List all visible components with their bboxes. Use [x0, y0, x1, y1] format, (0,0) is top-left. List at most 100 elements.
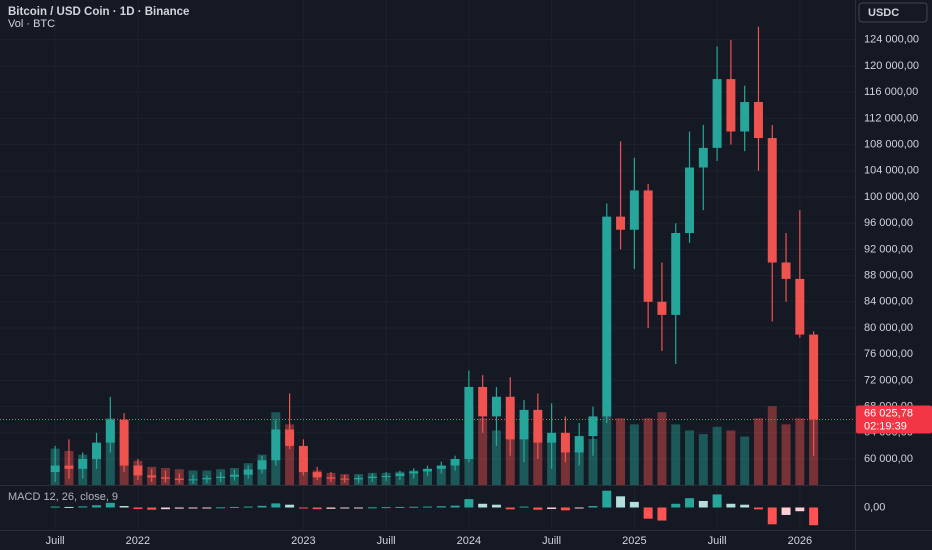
- candle-body: [657, 301, 667, 315]
- candle-body: [643, 190, 653, 302]
- y-tick-label: 60 000,00: [864, 453, 913, 465]
- y-tick-label: 72 000,00: [864, 374, 913, 386]
- candle-body: [105, 419, 115, 443]
- macd-bar: [602, 490, 612, 508]
- candle-body: [616, 216, 626, 230]
- candle-body: [436, 465, 446, 469]
- volume-bar: [423, 469, 432, 485]
- candle-body: [753, 102, 763, 139]
- candle-body: [740, 102, 750, 132]
- macd-bar: [712, 494, 722, 508]
- volume-bar: [629, 424, 639, 485]
- macd-bar: [685, 498, 694, 508]
- volume-bar: [753, 418, 763, 485]
- candle-body: [450, 458, 460, 466]
- candle-body: [491, 396, 501, 417]
- candle-body: [505, 396, 515, 440]
- macd-bar: [381, 507, 391, 509]
- candle-layer: [0, 26, 855, 484]
- y-tick-label: 112 000,00: [864, 112, 918, 124]
- candle-body: [574, 436, 584, 453]
- macd-bar: [174, 507, 184, 509]
- y-tick-label: 108 000,00: [864, 139, 919, 151]
- volume-bar: [795, 418, 805, 485]
- candle-body: [92, 442, 102, 459]
- macd-bar: [547, 507, 557, 509]
- x-tick-label: 2023: [291, 535, 315, 547]
- macd-bar: [740, 504, 750, 508]
- macd-label: MACD 12, 26, close, 9: [8, 491, 118, 503]
- volume-bar: [685, 430, 694, 485]
- currency[interactable]: USDC: [868, 7, 899, 19]
- macd-bar: [767, 507, 777, 525]
- candle-body: [271, 429, 281, 461]
- volume-bar: [436, 466, 446, 485]
- candle-body: [257, 460, 267, 470]
- volume-bar: [671, 424, 681, 485]
- candle-body: [174, 478, 184, 480]
- macd-bar: [671, 503, 681, 508]
- last-price-box: [856, 405, 932, 434]
- candle-body: [78, 458, 88, 469]
- macd-bar: [202, 507, 212, 509]
- candle-body: [464, 386, 474, 459]
- volume-bar: [698, 434, 708, 485]
- macd-bar: [119, 506, 129, 508]
- chart-title: Bitcoin / USD Coin · 1D · Binance: [8, 6, 189, 18]
- candle-body: [243, 469, 253, 475]
- candle-body: [64, 465, 74, 469]
- macd-bar: [243, 506, 253, 508]
- macd-bar: [795, 507, 805, 512]
- macd-bar: [809, 507, 819, 526]
- candle-body: [381, 476, 391, 478]
- macd-bar: [781, 507, 791, 515]
- macd-bar: [643, 507, 653, 519]
- candle-body: [312, 472, 322, 478]
- candle-body: [367, 476, 377, 478]
- macd-bar: [698, 500, 708, 508]
- candle-body: [519, 409, 529, 440]
- macd-bar: [161, 507, 170, 510]
- macd-bar: [257, 505, 267, 508]
- candle-body: [547, 432, 557, 443]
- y-tick-label: 88 000,00: [864, 270, 913, 282]
- macd-bar: [629, 501, 639, 508]
- candle-body: [229, 474, 239, 477]
- candle-body: [588, 416, 598, 437]
- macd-bar: [312, 507, 322, 510]
- volume-bar: [285, 424, 295, 485]
- macd-bar: [105, 502, 115, 508]
- y-tick-label: 116 000,00: [864, 86, 918, 98]
- macd-bar: [395, 506, 405, 508]
- macd-bar: [560, 507, 570, 511]
- macd-bar: [450, 505, 460, 508]
- macd-bar: [133, 507, 143, 509]
- volume-bar: [560, 442, 570, 485]
- macd-bar: [216, 507, 226, 509]
- volume-bar: [602, 412, 612, 485]
- candle-body: [188, 479, 198, 481]
- y-tick-label: 84 000,00: [864, 296, 913, 308]
- y-tick-label: 120 000,00: [864, 60, 919, 72]
- macd-bar: [616, 496, 626, 508]
- y-tick-label: 80 000,00: [864, 322, 913, 334]
- macd-bar: [464, 499, 474, 508]
- candle-body: [409, 471, 419, 474]
- candle-body: [671, 233, 681, 315]
- macd-bar: [50, 506, 60, 508]
- macd-bar: [188, 507, 198, 509]
- macd-bar: [533, 507, 543, 510]
- volume-bar: [740, 436, 750, 485]
- x-tick-label: Juill: [46, 535, 65, 547]
- macd-bar: [436, 506, 446, 508]
- currency-button[interactable]: [858, 2, 928, 23]
- macd-bar: [326, 507, 336, 509]
- macd-layer: [50, 490, 819, 526]
- y-tick-label: 100 000,00: [864, 191, 919, 203]
- macd-bar: [271, 503, 281, 508]
- volume-label: Vol · BTC: [8, 18, 55, 30]
- volume-bar: [712, 426, 722, 485]
- candle-body: [423, 468, 432, 472]
